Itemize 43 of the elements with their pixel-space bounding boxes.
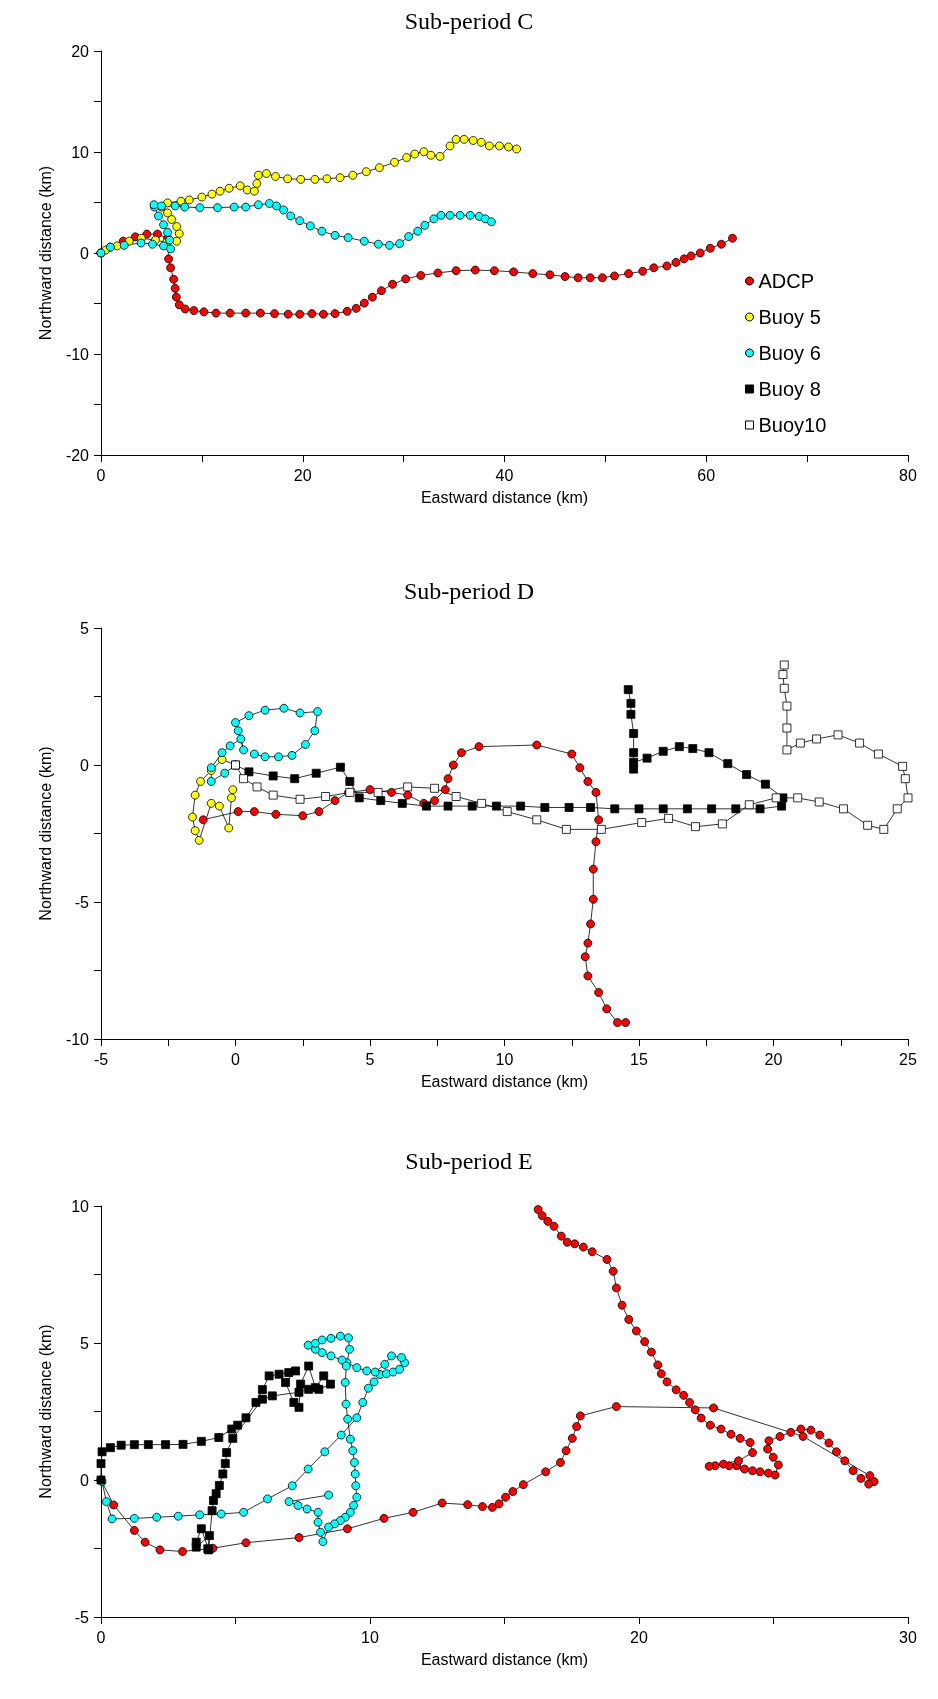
y-axis-title: Northward distance (km) bbox=[36, 746, 54, 921]
x-tick-label: 5 bbox=[365, 1050, 375, 1068]
legend-label: Buoy10 bbox=[758, 414, 827, 436]
y-tick-label: -5 bbox=[74, 893, 90, 911]
y-tick-label: 0 bbox=[80, 1471, 90, 1489]
legend-label: Buoy 5 bbox=[758, 306, 821, 328]
y-tick-label: -20 bbox=[65, 446, 90, 464]
chart-title: Sub-period D bbox=[404, 578, 534, 604]
chart-title: Sub-period E bbox=[405, 1148, 533, 1174]
y-tick-label: -5 bbox=[74, 1608, 90, 1626]
x-tick-label: 10 bbox=[361, 1628, 379, 1646]
x-tick-label: 0 bbox=[231, 1050, 241, 1068]
x-tick-label: 25 bbox=[899, 1050, 917, 1068]
legend-label: Buoy 6 bbox=[758, 342, 821, 364]
x-tick-label: 0 bbox=[96, 466, 106, 484]
legend-label: Buoy 8 bbox=[758, 378, 821, 400]
x-tick-label: 20 bbox=[630, 1628, 648, 1646]
y-tick-label: 0 bbox=[80, 244, 90, 262]
legend-label: ADCP bbox=[758, 270, 815, 292]
y-tick-label: 10 bbox=[71, 1197, 90, 1215]
x-tick-label: 10 bbox=[495, 1050, 514, 1068]
x-tick-label: 30 bbox=[899, 1628, 917, 1646]
x-tick-label: 60 bbox=[697, 466, 716, 484]
chart-title: Sub-period C bbox=[404, 8, 534, 34]
y-axis-title: Northward distance (km) bbox=[36, 165, 54, 341]
y-tick-label: -10 bbox=[65, 345, 90, 363]
x-tick-label: 15 bbox=[630, 1050, 648, 1068]
y-tick-label: 5 bbox=[80, 1334, 90, 1352]
x-tick-label: 80 bbox=[899, 466, 917, 484]
y-axis-title: Northward distance (km) bbox=[36, 1324, 54, 1499]
x-tick-label: 40 bbox=[495, 466, 514, 484]
x-tick-label: 20 bbox=[764, 1050, 783, 1068]
x-tick-label: -5 bbox=[93, 1050, 109, 1068]
y-tick-label: 20 bbox=[71, 42, 90, 60]
y-tick-label: 10 bbox=[71, 143, 90, 161]
x-tick-label: 0 bbox=[96, 1628, 106, 1646]
x-axis-title: Eastward distance (km) bbox=[420, 1072, 589, 1090]
x-tick-label: 20 bbox=[293, 466, 312, 484]
y-tick-label: 5 bbox=[80, 619, 90, 637]
x-axis-title: Eastward distance (km) bbox=[420, 1650, 589, 1668]
y-tick-label: -10 bbox=[65, 1030, 90, 1048]
y-tick-label: 0 bbox=[80, 756, 90, 774]
x-axis-title: Eastward distance (km) bbox=[420, 488, 589, 506]
